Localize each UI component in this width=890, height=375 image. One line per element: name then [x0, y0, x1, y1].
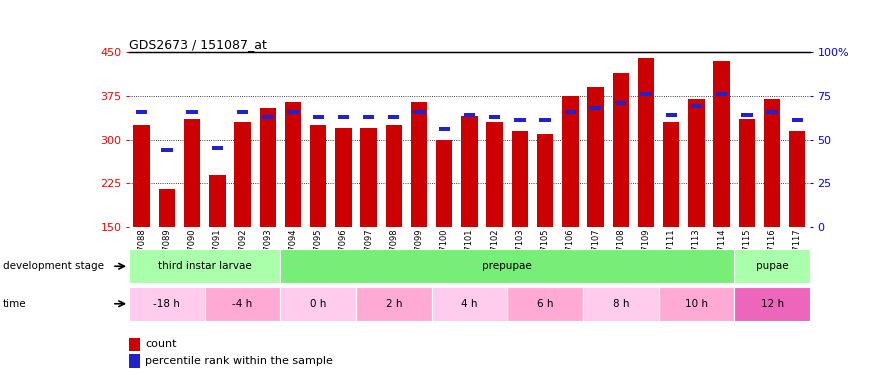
Text: 0 h: 0 h — [310, 299, 327, 309]
Bar — [583, 287, 659, 321]
Bar — [489, 115, 500, 119]
Text: 10 h: 10 h — [685, 299, 708, 309]
Bar — [129, 287, 205, 321]
Bar — [129, 338, 140, 351]
Bar — [260, 108, 276, 227]
Bar — [734, 287, 810, 321]
Bar — [615, 101, 627, 105]
Bar — [766, 110, 778, 114]
Bar — [734, 249, 810, 283]
Text: -4 h: -4 h — [232, 299, 253, 309]
Text: development stage: development stage — [3, 261, 103, 271]
Bar — [612, 73, 629, 227]
Bar — [209, 174, 225, 227]
Bar — [539, 118, 551, 122]
Text: 2 h: 2 h — [385, 299, 402, 309]
Bar — [158, 189, 175, 227]
Text: GDS2673 / 151087_at: GDS2673 / 151087_at — [129, 38, 267, 51]
Bar — [360, 128, 376, 227]
Bar — [237, 110, 248, 114]
Bar — [205, 287, 280, 321]
Text: 8 h: 8 h — [612, 299, 629, 309]
Text: third instar larvae: third instar larvae — [158, 261, 252, 271]
Bar — [129, 354, 140, 368]
Bar — [411, 102, 427, 227]
Bar — [640, 92, 651, 96]
Bar — [280, 249, 734, 283]
Bar — [537, 134, 554, 227]
Text: count: count — [145, 339, 176, 349]
Bar — [487, 122, 503, 227]
Bar — [212, 146, 223, 150]
Bar — [129, 249, 280, 283]
Bar — [388, 115, 400, 119]
Text: time: time — [3, 299, 27, 309]
Bar — [791, 118, 803, 122]
Text: -18 h: -18 h — [153, 299, 181, 309]
Text: prepupae: prepupae — [482, 261, 532, 271]
Bar — [562, 96, 578, 227]
Text: 12 h: 12 h — [761, 299, 783, 309]
Bar — [285, 102, 301, 227]
Bar — [590, 106, 602, 110]
Bar — [136, 110, 148, 114]
Bar — [310, 125, 327, 227]
Bar — [280, 287, 356, 321]
Bar — [514, 118, 526, 122]
Bar — [336, 128, 352, 227]
Bar — [464, 113, 475, 117]
Bar — [186, 110, 198, 114]
Bar — [789, 131, 805, 227]
Bar — [413, 110, 425, 114]
Bar — [714, 61, 730, 227]
Bar — [688, 99, 705, 227]
Bar — [363, 115, 375, 119]
Bar — [312, 115, 324, 119]
Bar — [691, 105, 702, 108]
Bar — [716, 92, 727, 96]
Bar — [356, 287, 432, 321]
Bar — [512, 131, 528, 227]
Bar — [337, 115, 349, 119]
Bar — [507, 287, 583, 321]
Bar — [432, 287, 507, 321]
Bar — [287, 110, 299, 114]
Bar — [666, 113, 677, 117]
Bar — [161, 148, 173, 152]
Bar — [262, 115, 273, 119]
Bar — [436, 140, 452, 227]
Bar — [659, 287, 734, 321]
Bar — [638, 58, 654, 227]
Bar — [134, 125, 150, 227]
Bar — [439, 127, 450, 131]
Bar — [741, 113, 753, 117]
Bar — [764, 99, 781, 227]
Text: 4 h: 4 h — [461, 299, 478, 309]
Bar — [564, 110, 576, 114]
Bar — [587, 87, 603, 227]
Text: percentile rank within the sample: percentile rank within the sample — [145, 356, 333, 366]
Text: pupae: pupae — [756, 261, 789, 271]
Bar — [234, 122, 251, 227]
Bar — [385, 125, 402, 227]
Bar — [739, 119, 755, 227]
Text: 6 h: 6 h — [537, 299, 554, 309]
Bar — [663, 122, 679, 227]
Bar — [461, 116, 478, 227]
Bar — [184, 119, 200, 227]
